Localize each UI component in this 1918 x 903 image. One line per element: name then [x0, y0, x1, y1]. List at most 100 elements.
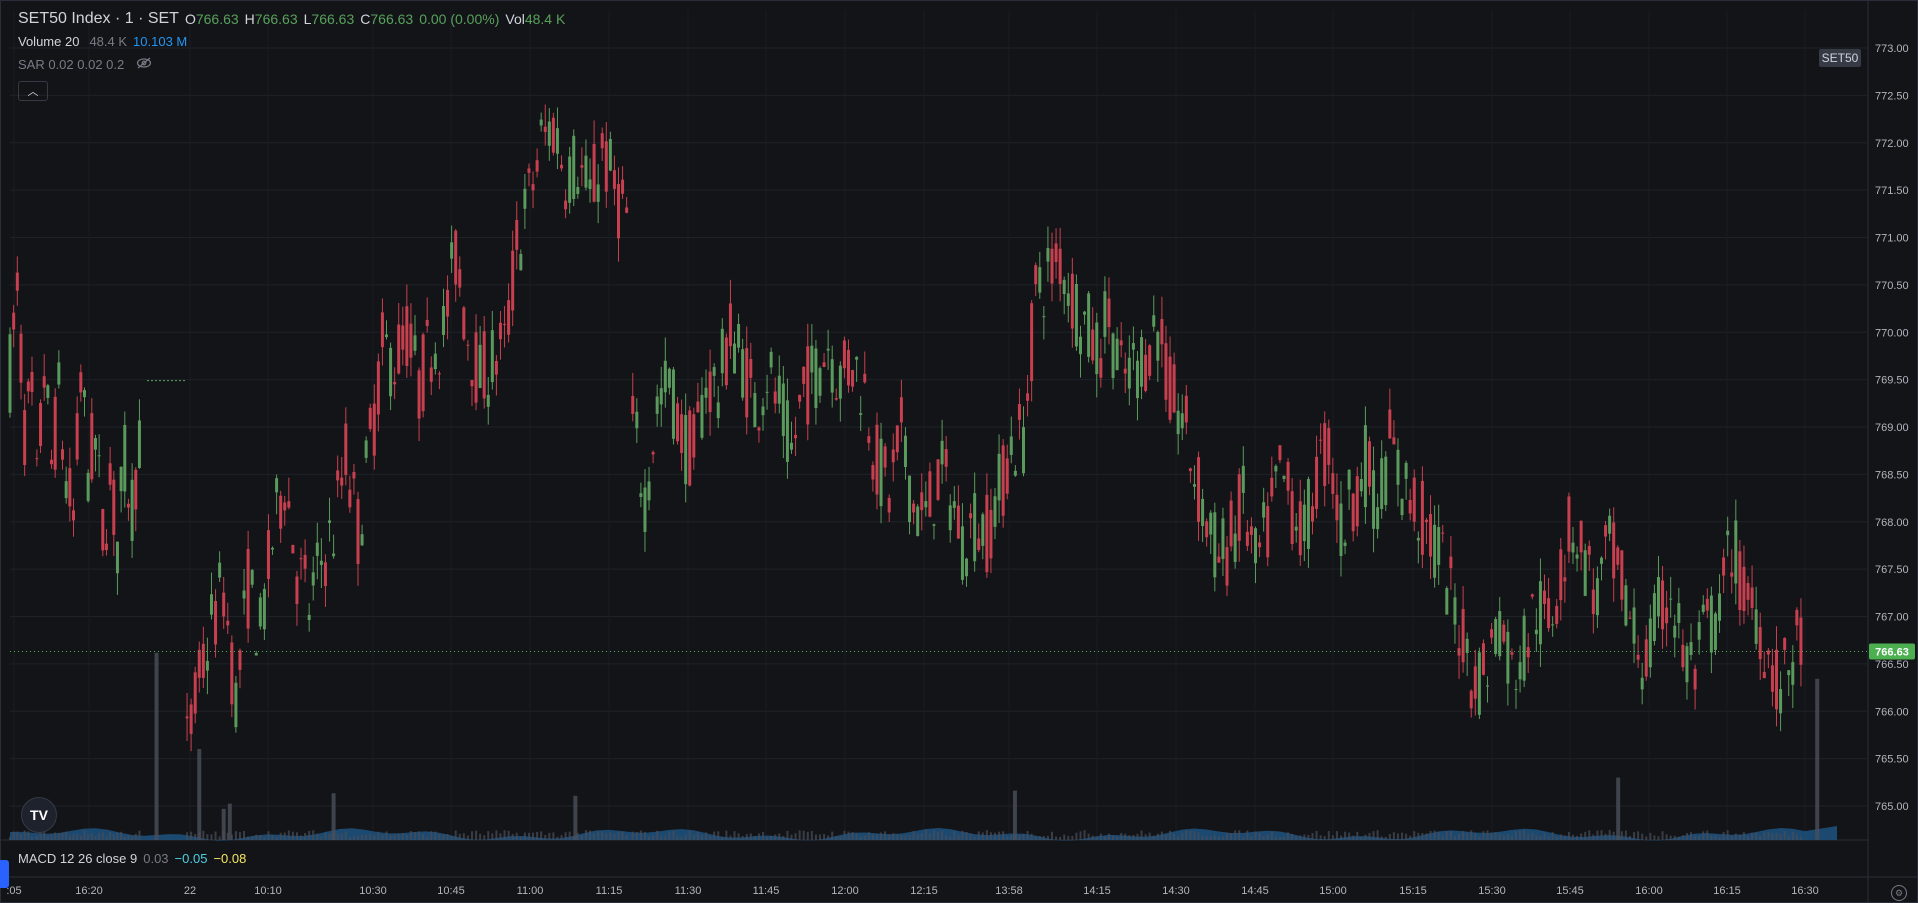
candle-body [433, 353, 437, 370]
eye-off-icon[interactable] [136, 57, 152, 72]
candle-body [380, 312, 384, 348]
candle-body [470, 379, 474, 387]
volume-bar [267, 831, 270, 840]
volume-bar [782, 835, 785, 840]
volume-bar [1348, 832, 1351, 840]
candle-body [728, 303, 732, 347]
volume-bar [839, 836, 842, 840]
price-tick-label: 766.50 [1875, 659, 1909, 671]
candle-body [891, 449, 895, 463]
volume-bar [1604, 833, 1607, 840]
volume-bar [101, 832, 104, 840]
open-value: 766.63 [195, 11, 239, 27]
volume-bar [1584, 831, 1587, 840]
volume-bar [1030, 833, 1033, 840]
volume-bar [684, 834, 687, 840]
volume-bar [109, 831, 112, 840]
time-tick-label: 16:15 [1713, 885, 1741, 897]
volume-bar [1747, 835, 1750, 840]
scroll-handle[interactable] [0, 860, 9, 888]
candle-body [651, 452, 655, 455]
volume-bar [131, 835, 134, 840]
volume-bar [609, 832, 612, 840]
time-tick-label: 15:30 [1478, 885, 1506, 897]
candle-body [474, 332, 478, 403]
volume-bar [16, 831, 19, 840]
time-tick-label: 10:30 [359, 885, 387, 897]
candle-body [680, 414, 684, 453]
candle-body [1652, 593, 1656, 642]
candle-body [515, 220, 519, 250]
volume-bar [1173, 834, 1176, 840]
candle-body [1416, 537, 1420, 541]
candle-body [30, 371, 34, 392]
volume-bar [713, 831, 716, 840]
volume-bar [30, 836, 33, 840]
candle-body [1392, 437, 1396, 445]
price-tick-label: 767.00 [1875, 612, 1909, 624]
volume-indicator-value2: 10.103 M [133, 34, 188, 49]
sar-indicator-legend[interactable]: SAR 0.02 0.02 0.2 [18, 57, 152, 72]
candle-body [1538, 581, 1542, 645]
volume-bar [568, 831, 571, 840]
candle-body [1441, 532, 1445, 534]
volume-bar [434, 831, 437, 840]
candle-body [1225, 547, 1229, 586]
candle-body [1095, 322, 1099, 375]
volume-bar [401, 833, 404, 840]
candle-body [1758, 627, 1762, 660]
volume-bar [1742, 832, 1745, 840]
volume-bar [1510, 836, 1513, 840]
settings-icon[interactable]: ⚙ [1891, 885, 1907, 901]
candle-body [600, 133, 604, 149]
volume-bar [218, 836, 221, 840]
candle-body [965, 558, 969, 577]
volume-bar [949, 836, 952, 840]
volume-bar [1783, 830, 1786, 840]
candle-body [82, 390, 86, 398]
candle-body [258, 597, 262, 627]
candle-body [311, 572, 315, 586]
candle-body [1799, 617, 1803, 665]
candle-body [1433, 524, 1437, 578]
candle-body [409, 323, 413, 358]
candle-body [952, 501, 956, 508]
macd-indicator-legend[interactable]: MACD 12 26 close 9 0.03 −0.05 −0.08 [18, 851, 246, 866]
volume-bar [1071, 836, 1074, 840]
candle-body [393, 381, 397, 385]
candle-body [12, 312, 16, 330]
candle-body [1677, 603, 1681, 623]
candle-body [1404, 462, 1408, 479]
volume-bar [226, 832, 229, 840]
volume-bar [621, 831, 624, 840]
volume-bar [1266, 834, 1269, 840]
volume-bar [1388, 834, 1391, 840]
candle-body [936, 459, 940, 500]
chevron-up-icon[interactable]: ︿ [18, 81, 48, 101]
volume-bar [827, 835, 830, 840]
candle-body [1217, 556, 1221, 563]
time-tick-label: 16:30 [1791, 885, 1819, 897]
candle-body [985, 494, 989, 573]
candle-body [1262, 502, 1266, 518]
symbol-title[interactable]: SET50 Index · 1 · SET [18, 10, 179, 27]
volume-bar [1010, 835, 1013, 840]
volume-bar [573, 795, 578, 840]
candle-body [1184, 395, 1188, 423]
volume-bar [989, 832, 992, 840]
candle-body [1164, 343, 1168, 400]
candle-body [944, 449, 948, 467]
candle-body [822, 362, 826, 367]
candle-body [1449, 556, 1453, 569]
candle-body [1160, 319, 1164, 345]
tradingview-logo-icon[interactable]: TV [21, 797, 57, 833]
candle-body [531, 184, 535, 191]
volume-bar [709, 835, 712, 840]
volume-bar [418, 831, 421, 840]
volume-bar [83, 830, 86, 840]
volume-bar [357, 836, 360, 840]
volume-indicator-legend[interactable]: Volume 20 48.4 K 10.103 M [18, 34, 187, 49]
volume-bar [1596, 830, 1599, 840]
candle-body [1709, 595, 1713, 653]
